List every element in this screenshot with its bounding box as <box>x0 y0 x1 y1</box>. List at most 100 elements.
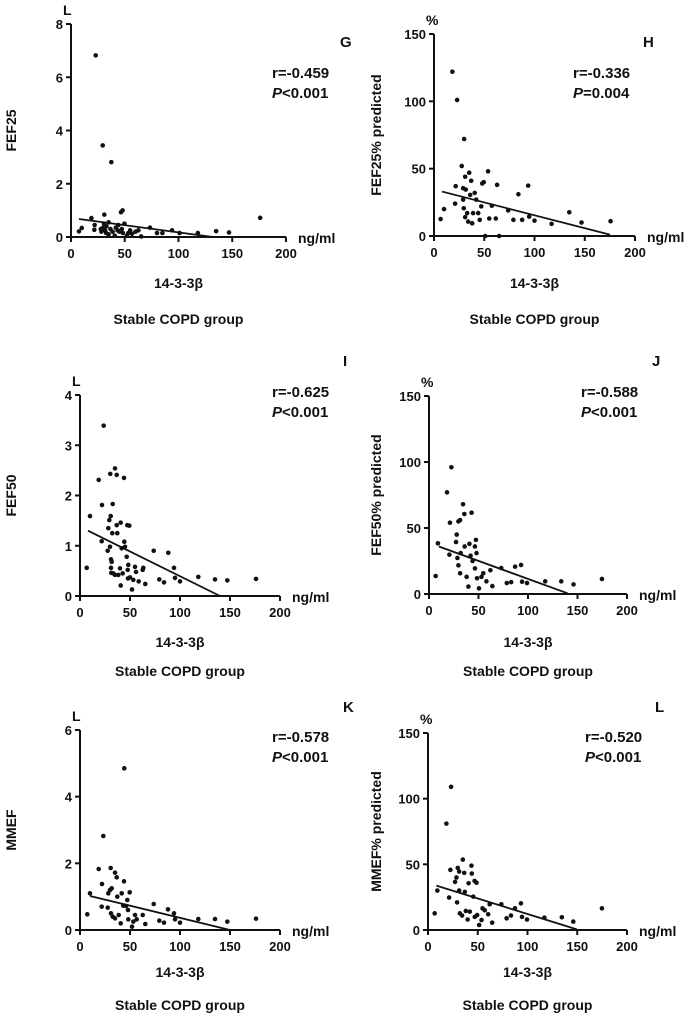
data-point <box>472 544 478 549</box>
x-tick-label: 50 <box>477 245 491 260</box>
data-point <box>462 544 467 549</box>
data-point <box>608 218 613 224</box>
data-point <box>484 579 489 584</box>
data-point <box>127 575 133 580</box>
data-point <box>480 570 486 576</box>
data-point <box>432 911 437 916</box>
data-point <box>476 922 482 928</box>
p-symbol: P <box>272 749 283 766</box>
y-tick-label: 4 <box>56 124 64 139</box>
data-point <box>549 221 554 227</box>
data-point <box>125 907 131 913</box>
x-tick-label: 200 <box>269 605 291 620</box>
x-tick-label: 50 <box>471 603 485 618</box>
data-point <box>433 573 438 579</box>
y-axis-title: FEF25 <box>3 109 19 151</box>
scatter-panel-h: 0 50 100 150 200 0 50 100 150% ng/ml FEF25% predic… <box>368 12 684 327</box>
data-point <box>460 197 466 202</box>
data-point <box>459 163 465 169</box>
panel-letter: H <box>643 34 654 51</box>
data-point <box>466 880 471 886</box>
p-value-text: P<0.001 <box>581 404 637 421</box>
x-tick-label: 0 <box>76 605 83 620</box>
data-point <box>160 230 165 236</box>
group-label: Stable COPD group <box>115 663 245 679</box>
data-point <box>558 579 564 584</box>
data-point <box>109 886 114 891</box>
y-unit-label: L <box>63 2 72 18</box>
data-point <box>93 53 99 58</box>
y-tick-label: 150 <box>398 726 420 741</box>
data-point <box>448 784 454 790</box>
p-symbol: P <box>272 85 283 102</box>
y-tick-label: 0 <box>65 589 72 604</box>
data-point <box>457 517 463 523</box>
data-point <box>508 913 514 918</box>
data-point <box>79 225 85 231</box>
panel-letter: L <box>655 699 664 716</box>
correlation-r: r=-0.625 <box>272 384 329 401</box>
x-axis-title: 14-3-3β <box>154 275 203 291</box>
group-label: Stable COPD group <box>470 311 600 327</box>
data-point <box>459 913 465 918</box>
y-axis-title: FEF25% predicted <box>368 74 384 195</box>
correlation-r: r=-0.588 <box>581 384 638 401</box>
data-point <box>469 510 474 515</box>
x-tick-label: 0 <box>424 939 431 954</box>
data-point <box>115 530 120 536</box>
data-point <box>464 210 470 216</box>
p-value-text: P<0.001 <box>272 404 328 421</box>
y-unit-label: % <box>420 711 433 727</box>
data-point <box>100 143 106 148</box>
data-point <box>87 513 93 519</box>
data-point <box>157 918 162 923</box>
data-point <box>129 924 135 929</box>
data-point <box>134 917 139 922</box>
data-point <box>446 895 452 900</box>
data-point <box>532 218 537 223</box>
data-point <box>465 219 471 224</box>
panel-letter: G <box>340 34 352 51</box>
x-axis-title: 14-3-3β <box>503 964 552 980</box>
data-point <box>467 909 473 914</box>
data-point <box>131 577 136 583</box>
data-point <box>485 911 491 917</box>
data-point <box>474 575 480 581</box>
data-point <box>118 921 123 926</box>
y-tick-label: 150 <box>404 27 426 42</box>
data-point <box>524 917 530 922</box>
data-point <box>455 865 461 871</box>
p-symbol: P <box>581 404 592 421</box>
data-point <box>485 169 491 174</box>
y-unit-label: L <box>72 373 81 389</box>
data-point <box>132 564 138 570</box>
y-unit-label: % <box>426 12 439 28</box>
data-point <box>96 866 101 872</box>
scatter-panel-l: 0 50 100 150 200 0 50 100 150% ng/ml MMEF% predict… <box>368 699 676 1013</box>
x-tick-label: 50 <box>123 939 137 954</box>
data-point <box>453 539 459 545</box>
p-value-text: P=0.004 <box>573 85 630 102</box>
scatter-panel-j: 0 50 100 150 200 0 50 100 150% ng/ml FEF50% predic… <box>368 353 676 679</box>
correlation-r: r=-0.336 <box>573 65 630 82</box>
data-point <box>452 201 458 206</box>
data-point <box>472 566 478 571</box>
data-point <box>474 550 479 556</box>
data-point <box>519 217 525 223</box>
y-tick-label: 150 <box>399 389 421 404</box>
data-point <box>116 572 121 578</box>
data-point <box>472 190 478 196</box>
group-label: Stable COPD group <box>115 997 245 1013</box>
data-point <box>225 578 230 583</box>
data-point <box>213 228 219 234</box>
p-value-text: P<0.001 <box>272 85 328 102</box>
regression-line <box>441 190 611 236</box>
data-point <box>107 517 112 523</box>
y-tick-label: 0 <box>56 230 63 245</box>
data-point <box>450 69 455 75</box>
x-tick-label: 0 <box>67 246 74 261</box>
p-value: <0.001 <box>591 404 637 421</box>
data-point <box>461 136 467 142</box>
